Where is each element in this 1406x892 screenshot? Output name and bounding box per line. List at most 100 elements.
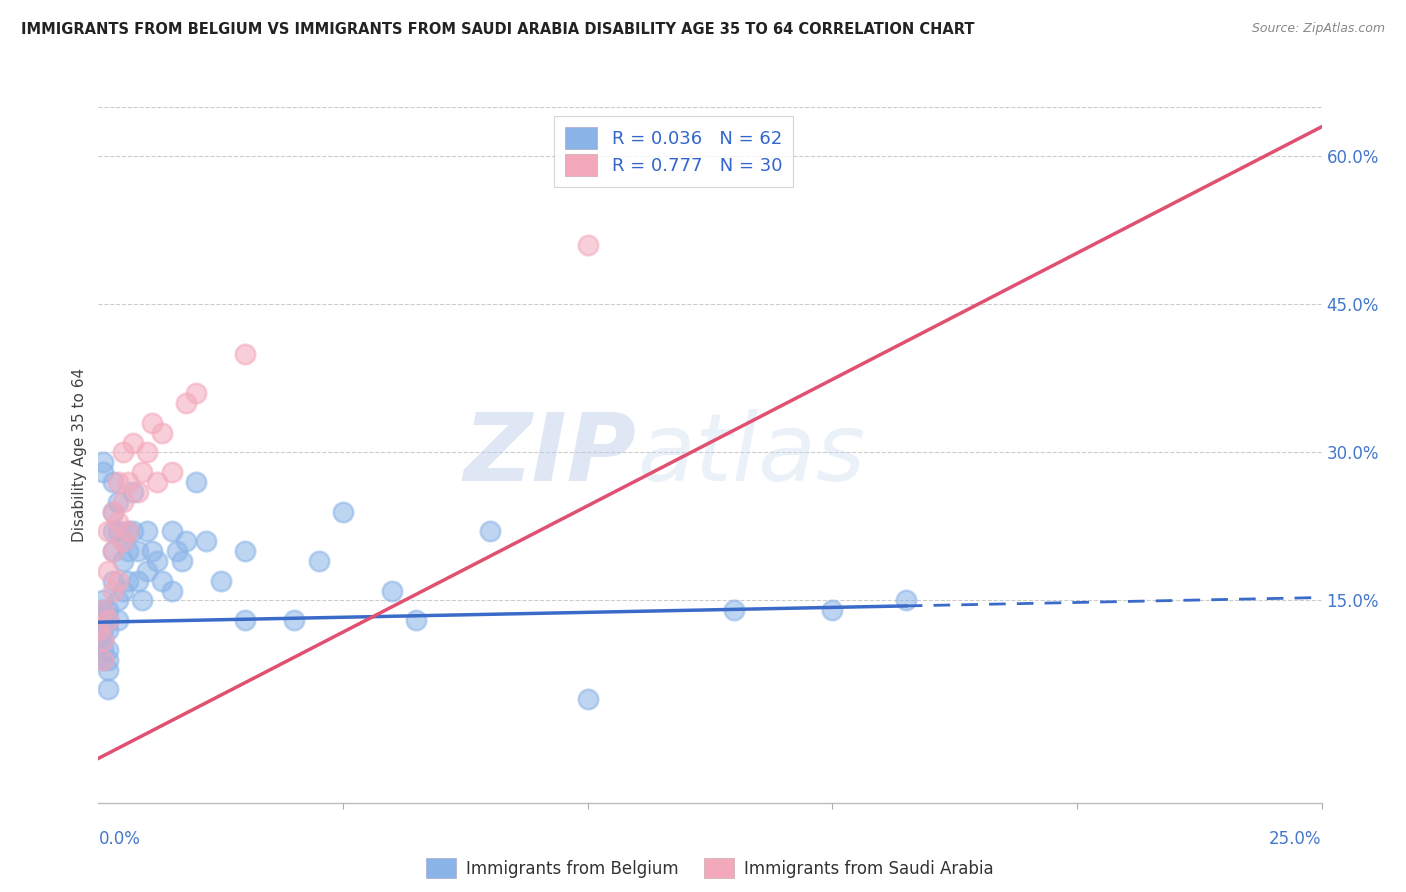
Point bbox=[107, 593, 129, 607]
Point bbox=[97, 524, 120, 539]
Point bbox=[101, 524, 124, 539]
Point bbox=[111, 534, 134, 549]
Point bbox=[146, 554, 169, 568]
Point bbox=[233, 613, 256, 627]
Point bbox=[821, 603, 844, 617]
Point bbox=[111, 583, 134, 598]
Point bbox=[101, 544, 124, 558]
Point bbox=[127, 544, 149, 558]
Point bbox=[308, 554, 330, 568]
Point bbox=[107, 574, 129, 588]
Point bbox=[97, 653, 120, 667]
Point bbox=[150, 425, 173, 440]
Point bbox=[91, 603, 114, 617]
Point bbox=[101, 475, 124, 489]
Point bbox=[332, 505, 354, 519]
Point bbox=[91, 465, 114, 479]
Point bbox=[576, 238, 599, 252]
Point bbox=[121, 484, 143, 499]
Point bbox=[136, 524, 159, 539]
Point bbox=[97, 643, 120, 657]
Point bbox=[101, 505, 124, 519]
Point bbox=[127, 574, 149, 588]
Point bbox=[136, 445, 159, 459]
Point bbox=[111, 554, 134, 568]
Point bbox=[87, 613, 110, 627]
Point bbox=[209, 574, 232, 588]
Point bbox=[121, 524, 143, 539]
Point bbox=[381, 583, 404, 598]
Point bbox=[91, 653, 114, 667]
Point bbox=[176, 534, 198, 549]
Point bbox=[478, 524, 501, 539]
Point bbox=[723, 603, 745, 617]
Point bbox=[405, 613, 427, 627]
Point bbox=[111, 445, 134, 459]
Point bbox=[111, 534, 134, 549]
Point bbox=[160, 524, 183, 539]
Point bbox=[87, 632, 110, 647]
Point bbox=[233, 347, 256, 361]
Point bbox=[107, 495, 129, 509]
Point bbox=[127, 484, 149, 499]
Point bbox=[91, 455, 114, 469]
Text: ZIP: ZIP bbox=[464, 409, 637, 501]
Point bbox=[283, 613, 305, 627]
Point bbox=[233, 544, 256, 558]
Point bbox=[141, 544, 163, 558]
Point bbox=[107, 475, 129, 489]
Point bbox=[91, 632, 114, 647]
Point bbox=[91, 653, 114, 667]
Point bbox=[117, 574, 139, 588]
Point bbox=[195, 534, 218, 549]
Point bbox=[894, 593, 917, 607]
Y-axis label: Disability Age 35 to 64: Disability Age 35 to 64 bbox=[72, 368, 87, 542]
Point bbox=[91, 593, 114, 607]
Point bbox=[117, 524, 139, 539]
Legend: Immigrants from Belgium, Immigrants from Saudi Arabia: Immigrants from Belgium, Immigrants from… bbox=[420, 851, 1000, 885]
Point bbox=[107, 515, 129, 529]
Point bbox=[101, 574, 124, 588]
Point bbox=[101, 583, 124, 598]
Point bbox=[117, 475, 139, 489]
Text: atlas: atlas bbox=[637, 409, 865, 500]
Point bbox=[91, 603, 114, 617]
Point bbox=[97, 623, 120, 637]
Point bbox=[136, 564, 159, 578]
Point bbox=[117, 524, 139, 539]
Point bbox=[111, 495, 134, 509]
Text: Source: ZipAtlas.com: Source: ZipAtlas.com bbox=[1251, 22, 1385, 36]
Point bbox=[150, 574, 173, 588]
Point bbox=[117, 544, 139, 558]
Point bbox=[166, 544, 188, 558]
Point bbox=[131, 593, 153, 607]
Point bbox=[97, 682, 120, 697]
Point bbox=[91, 632, 114, 647]
Point bbox=[576, 692, 599, 706]
Text: 25.0%: 25.0% bbox=[1270, 830, 1322, 848]
Point bbox=[97, 613, 120, 627]
Point bbox=[97, 564, 120, 578]
Point bbox=[87, 623, 110, 637]
Point bbox=[97, 663, 120, 677]
Point bbox=[146, 475, 169, 489]
Point bbox=[107, 613, 129, 627]
Point bbox=[107, 524, 129, 539]
Point bbox=[91, 643, 114, 657]
Text: 0.0%: 0.0% bbox=[98, 830, 141, 848]
Point bbox=[97, 603, 120, 617]
Point bbox=[101, 505, 124, 519]
Point bbox=[170, 554, 193, 568]
Point bbox=[101, 544, 124, 558]
Text: IMMIGRANTS FROM BELGIUM VS IMMIGRANTS FROM SAUDI ARABIA DISABILITY AGE 35 TO 64 : IMMIGRANTS FROM BELGIUM VS IMMIGRANTS FR… bbox=[21, 22, 974, 37]
Point bbox=[186, 475, 208, 489]
Point bbox=[91, 623, 114, 637]
Point bbox=[186, 386, 208, 401]
Point bbox=[176, 396, 198, 410]
Point bbox=[131, 465, 153, 479]
Point bbox=[160, 583, 183, 598]
Point bbox=[97, 613, 120, 627]
Point bbox=[141, 416, 163, 430]
Point bbox=[121, 435, 143, 450]
Point bbox=[160, 465, 183, 479]
